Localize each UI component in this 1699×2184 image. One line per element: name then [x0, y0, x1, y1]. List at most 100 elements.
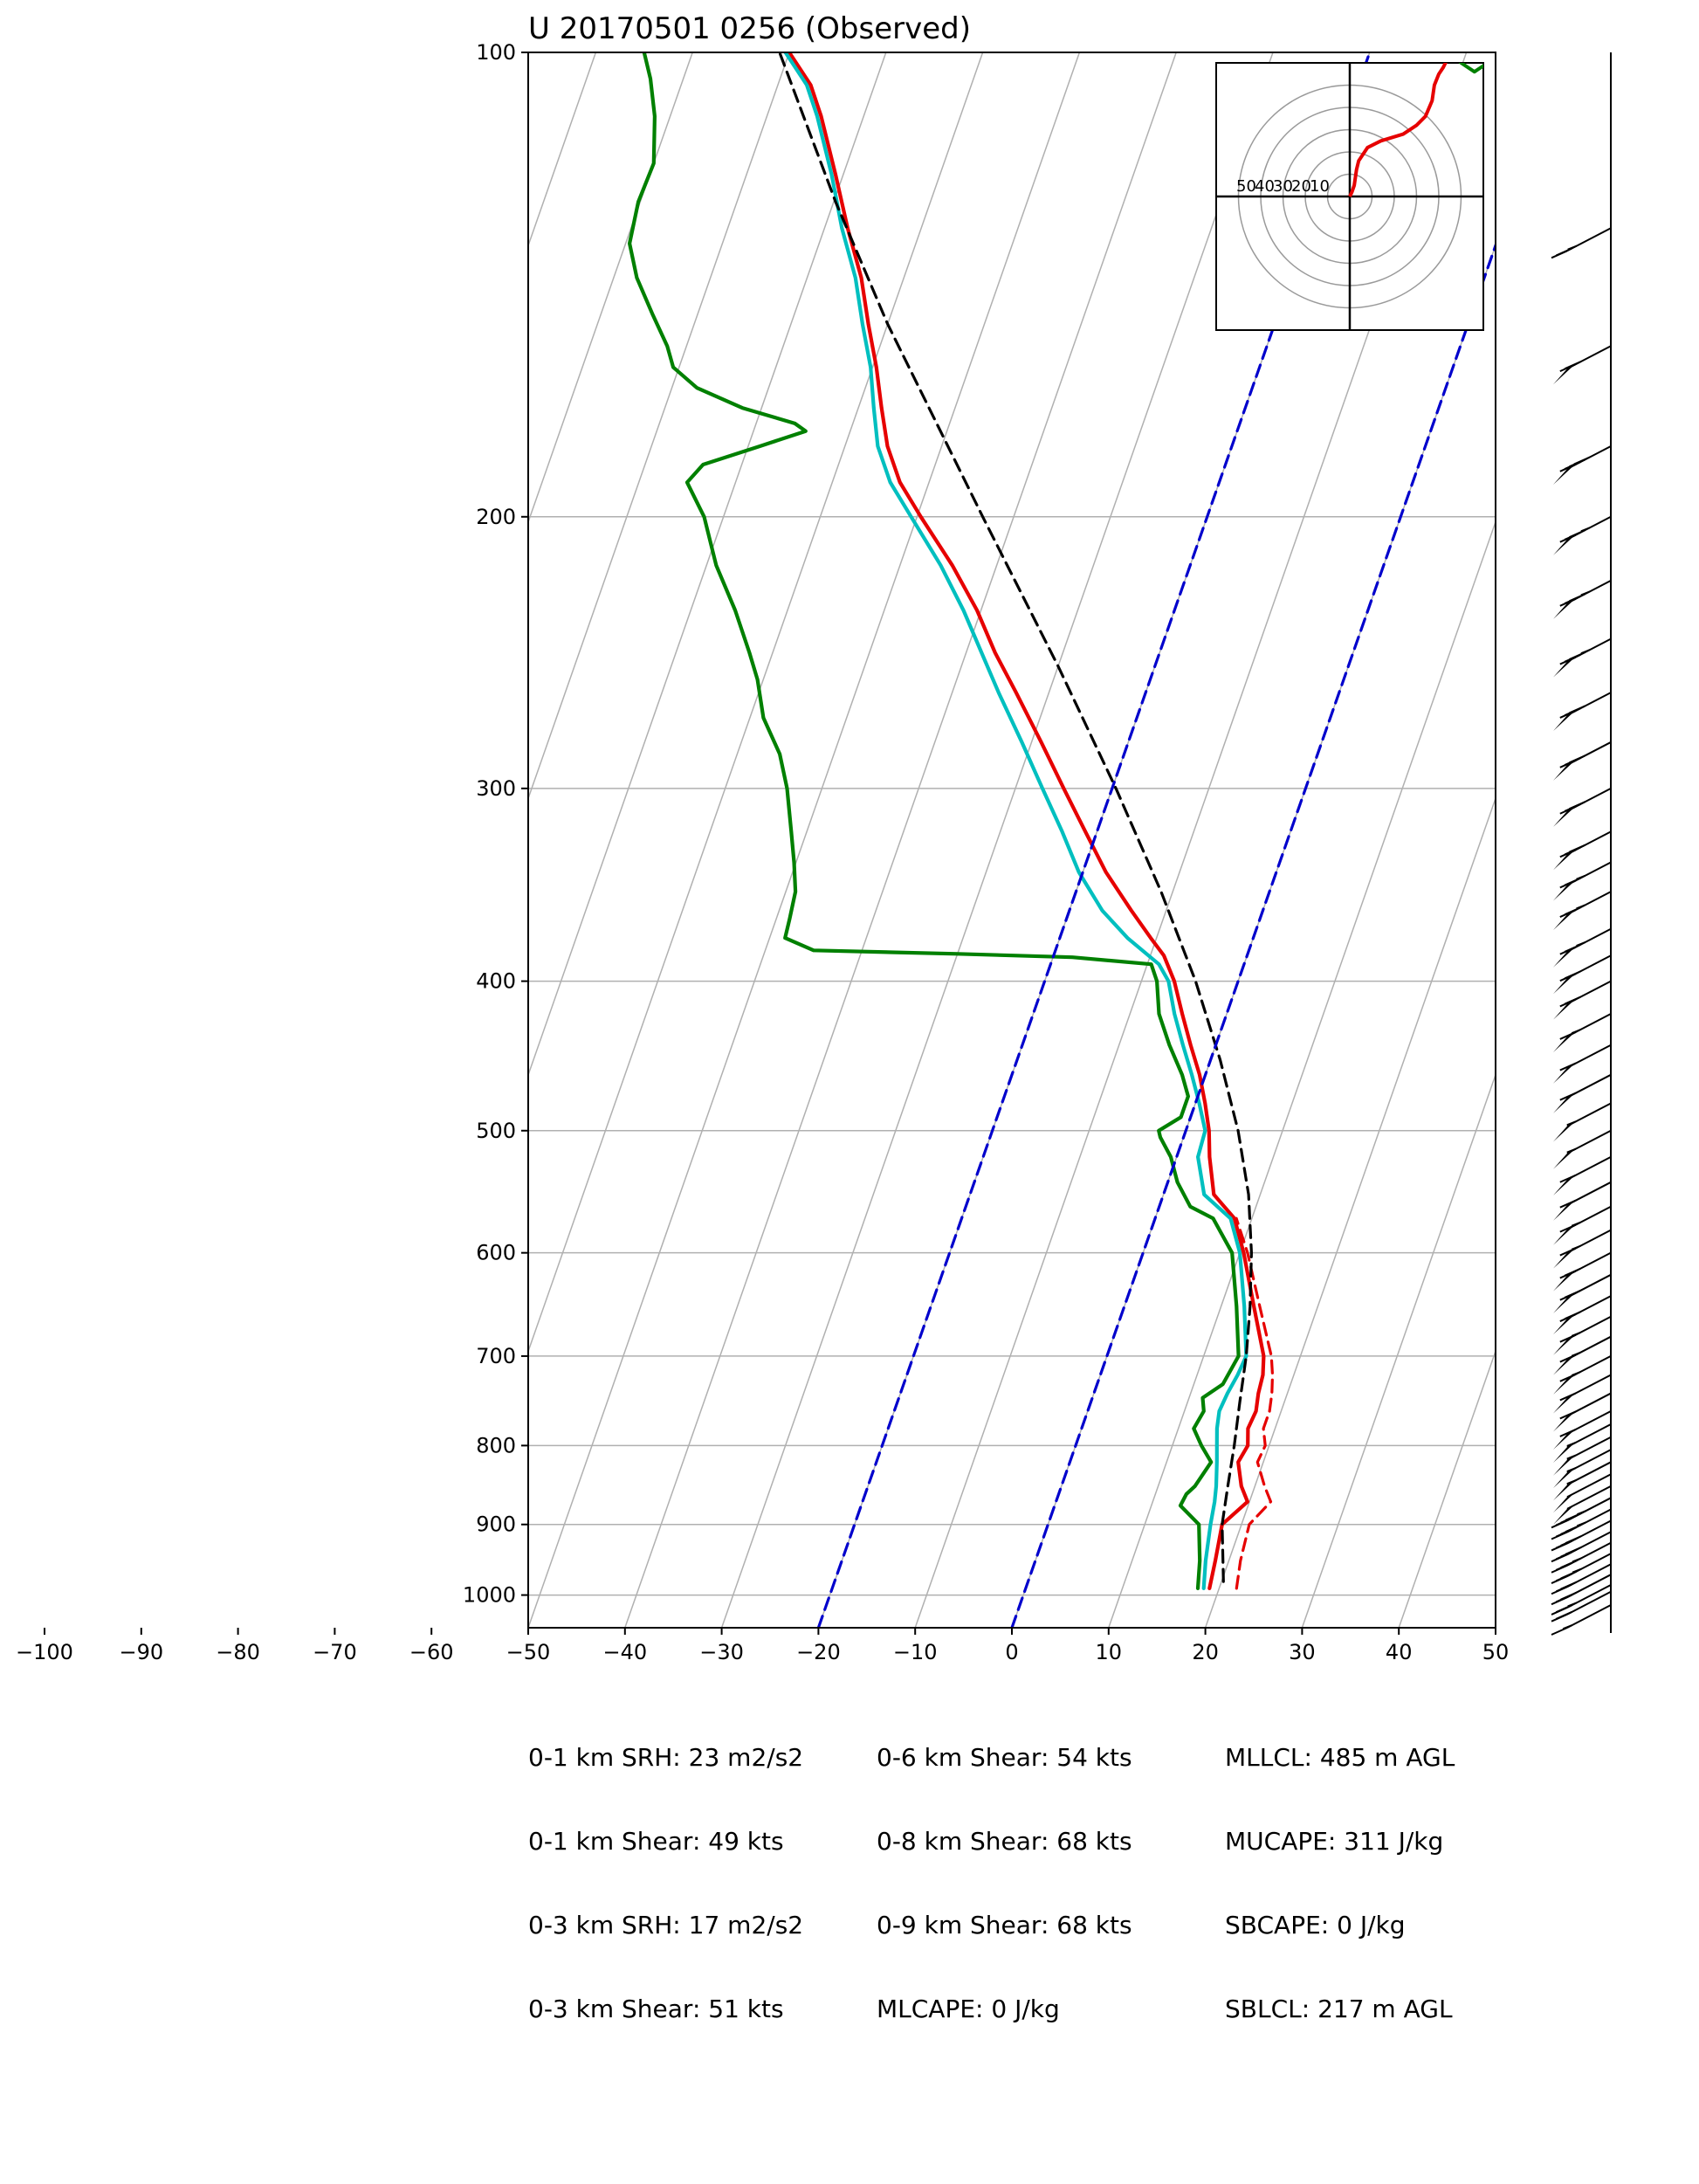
- wind-barb: [1551, 1497, 1612, 1529]
- isotherm-line: [528, 52, 597, 248]
- isotherm-line: [0, 52, 499, 1628]
- wind-barb: [1551, 1604, 1612, 1636]
- x-tick-label: 0: [1005, 1640, 1018, 1664]
- barb-pennant: [1553, 1394, 1575, 1414]
- wind-barb: [1553, 1449, 1612, 1489]
- barb-pennant: [1553, 1064, 1575, 1084]
- wind-barb: [1553, 1102, 1612, 1142]
- x-tick-label: −90: [119, 1640, 163, 1664]
- series-line-dewpoint: [627, 52, 1241, 1591]
- x-tick-label: −60: [409, 1640, 454, 1664]
- wind-barb: [1553, 692, 1612, 732]
- barb-pennant: [1553, 1355, 1575, 1375]
- barb-pennant: [1553, 975, 1575, 995]
- barb-shaft: [1566, 1590, 1612, 1616]
- isotherm-line: [528, 52, 984, 1354]
- wind-barb: [1553, 1129, 1612, 1169]
- wind-barb: [1553, 980, 1612, 1020]
- y-tick-label: 800: [476, 1433, 516, 1457]
- wind-barb: [1551, 1508, 1612, 1540]
- barb-full: [1569, 844, 1586, 853]
- barb-pennant: [1553, 1149, 1575, 1169]
- wind-barb: [1553, 1229, 1612, 1269]
- barb-full: [1564, 361, 1581, 370]
- barb-half: [1571, 1244, 1581, 1250]
- barb-half: [1566, 1454, 1577, 1460]
- isotherm-line: [528, 52, 693, 524]
- stats-column-3: MLLCL: 485 m AGL MUCAPE: 311 J/kg SBCAPE…: [1225, 1688, 1455, 2051]
- barb-half: [1571, 1371, 1581, 1376]
- y-tick-label: 700: [476, 1344, 516, 1368]
- barb-full: [1569, 754, 1586, 764]
- wind-barb: [1551, 1590, 1612, 1622]
- x-tick-label: 20: [1192, 1640, 1219, 1664]
- barb-half: [1566, 1120, 1577, 1126]
- isotherm-line: [0, 52, 306, 1628]
- isotherm-line: [0, 52, 112, 1628]
- hodograph-trace: [1348, 63, 1448, 197]
- hodograph-range-label: 20: [1291, 177, 1311, 196]
- y-tick-label: 600: [476, 1241, 516, 1265]
- x-tick-label: −30: [699, 1640, 744, 1664]
- wind-barb: [1553, 1315, 1612, 1355]
- wind-barb: [1553, 515, 1612, 555]
- barb-half: [1577, 1521, 1586, 1527]
- wind-barb: [1553, 927, 1612, 968]
- barb-pennant: [1553, 1443, 1575, 1464]
- barb-pennant: [1553, 851, 1575, 871]
- wind-barb: [1553, 861, 1612, 901]
- x-tick-label: −80: [216, 1640, 260, 1664]
- barb-pennant: [1553, 1000, 1575, 1020]
- isotherm-line: [528, 52, 887, 1078]
- stat-mucape: MUCAPE: 311 J/kg: [1225, 1827, 1444, 1856]
- stat-shear-0-3km: 0-3 km Shear: 51 kts: [528, 1995, 784, 2023]
- wind-barb: [1553, 1155, 1612, 1195]
- x-tick-label: −100: [16, 1640, 73, 1664]
- barb-full: [1559, 1199, 1577, 1209]
- barb-pennant: [1553, 910, 1575, 931]
- x-tick-label: −70: [313, 1640, 357, 1664]
- barb-pennant: [1553, 761, 1575, 781]
- barb-pennant: [1553, 599, 1575, 619]
- wind-barb: [1551, 1541, 1612, 1574]
- barb-full: [1565, 1535, 1582, 1545]
- barb-full: [1564, 1311, 1581, 1320]
- wind-barb: [1553, 891, 1612, 931]
- barb-half: [1576, 904, 1586, 910]
- barb-pennant: [1553, 1412, 1575, 1432]
- barb-full: [1559, 1410, 1577, 1420]
- barb-shaft: [1566, 1473, 1612, 1498]
- series-line-parcel-path: [778, 52, 1254, 1583]
- barb-full: [1564, 1267, 1581, 1277]
- barb-half: [1571, 1221, 1581, 1227]
- wind-barb: [1553, 637, 1612, 678]
- x-tick-label: 40: [1386, 1640, 1413, 1664]
- x-tick-label: −10: [893, 1640, 938, 1664]
- barb-pennant: [1553, 465, 1575, 485]
- wind-barb: [1551, 1563, 1612, 1595]
- barb-pennant: [1553, 1249, 1575, 1269]
- wind-barb: [1553, 1335, 1612, 1375]
- wind-barb: [1553, 580, 1612, 619]
- x-tick-label: −50: [506, 1640, 551, 1664]
- barb-full: [1560, 1591, 1578, 1601]
- barb-shaft: [1566, 1604, 1612, 1629]
- stat-mllcl: MLLCL: 485 m AGL: [1225, 1743, 1455, 1772]
- stat-shear-0-1km: 0-1 km Shear: 49 kts: [528, 1827, 784, 1856]
- hodograph-range-label: 30: [1273, 177, 1293, 196]
- barb-pennant: [1553, 365, 1575, 385]
- barb-full: [1565, 1546, 1582, 1555]
- wind-barb: [1553, 1073, 1612, 1113]
- hodograph-range-label: 10: [1310, 177, 1330, 196]
- isotherm-line: [1592, 52, 1699, 1628]
- barb-full: [1569, 705, 1586, 714]
- barb-half: [1567, 1602, 1578, 1608]
- barb-half: [1567, 245, 1578, 251]
- barb-half: [1566, 1441, 1577, 1447]
- wind-barb: [1553, 1436, 1612, 1476]
- barb-full: [1559, 1062, 1577, 1071]
- barb-pennant: [1553, 1430, 1575, 1450]
- y-tick-label: 500: [476, 1119, 516, 1143]
- barb-half: [1572, 1557, 1582, 1563]
